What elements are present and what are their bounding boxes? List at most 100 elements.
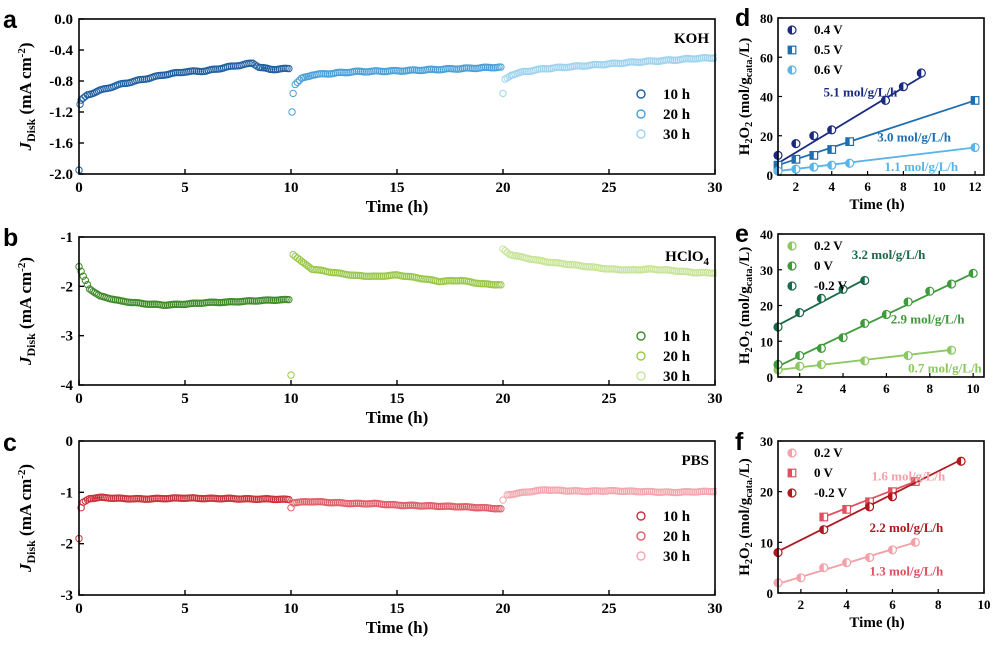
y-tick-label: -3 [61, 329, 74, 345]
data-point [387, 500, 395, 509]
data-point [497, 63, 505, 71]
series-0.2V [773, 537, 920, 588]
data-point [549, 258, 557, 267]
data-point-fill [827, 145, 832, 154]
x-tick-label: 4 [843, 597, 850, 612]
x-axis-label: Time (h) [849, 615, 904, 631]
data-point [435, 502, 444, 511]
data-point [251, 61, 259, 69]
series-30h [499, 53, 717, 98]
series-0V [773, 268, 978, 370]
data-point-fill [792, 155, 796, 164]
y-tick-label: -0.8 [49, 74, 73, 90]
data-point-fill [817, 344, 822, 353]
x-tick-label: 8 [927, 381, 934, 396]
panel-a-label: a [3, 6, 18, 34]
series-0.4V [773, 68, 926, 164]
x-tick-label: 10 [967, 381, 980, 396]
data-point [262, 296, 270, 304]
panel-d-label: d [735, 4, 750, 32]
electrolyte-label: PBS [681, 453, 709, 469]
data-point-fill [925, 287, 930, 296]
data-point [171, 300, 180, 308]
series-20h [288, 63, 505, 116]
data-point-fill [911, 477, 916, 486]
data-point [250, 297, 259, 305]
data-layer [75, 486, 717, 543]
data-layer [773, 268, 978, 375]
x-tick-label: 25 [602, 601, 617, 617]
data-point [499, 89, 507, 98]
y-axis-label: H2O2 (mol/gcata./L) [737, 38, 755, 155]
data-point [314, 497, 322, 506]
data-point [113, 494, 122, 502]
x-tick-label: 30 [708, 180, 723, 196]
legend-marker [636, 551, 646, 561]
data-point-fill [819, 563, 824, 572]
legend-marker [636, 531, 646, 541]
data-point [551, 486, 559, 494]
data-point [345, 499, 353, 508]
data-point-fill [842, 505, 847, 514]
data-point [618, 266, 627, 274]
data-point-fill [788, 282, 792, 290]
data-point [636, 488, 644, 496]
x-tick-label: 12 [969, 179, 982, 194]
data-point [603, 265, 611, 273]
series-10h [75, 493, 293, 543]
data-point [607, 486, 615, 495]
data-point [634, 266, 642, 274]
data-point-fill [788, 262, 792, 270]
data-point [350, 271, 359, 280]
data-point-fill [845, 137, 850, 146]
data-point [288, 108, 296, 116]
data-point-fill [788, 449, 792, 457]
data-point [173, 68, 181, 77]
panel-a: a 0 5 10 15 20 25 30 -2.0 -1.6 -1.2 -0.8 -0.4 0.0 Time… [3, 6, 723, 216]
legend-label: 20 h [663, 107, 691, 123]
y-tick-label: 20 [760, 129, 773, 144]
y-tick-label: 0.0 [54, 12, 73, 28]
data-point [175, 68, 183, 77]
data-point-fill [917, 68, 922, 77]
data-point [655, 266, 663, 274]
data-point [643, 487, 652, 496]
data-point [323, 70, 332, 78]
data-point [83, 280, 92, 289]
legend-label: 10 h [663, 509, 691, 525]
data-point [79, 498, 87, 506]
data-layer [773, 456, 966, 588]
data-point [670, 488, 679, 497]
panel-c: c 0 5 10 15 20 25 30 -3 -2 -1 0 Time (h) JDisk (mA cm… [3, 429, 723, 637]
data-point-fill [888, 487, 893, 496]
rate-annotation: 3.2 mol/g/L/h [852, 247, 926, 262]
data-point-fill [860, 356, 865, 365]
legend-label: 10 h [663, 87, 691, 103]
legend-marker [636, 331, 646, 341]
data-point [247, 59, 255, 67]
data-point [501, 247, 509, 255]
legend-label: 0 V [814, 465, 834, 480]
y-tick-label: -1 [61, 485, 74, 501]
series-10h [75, 59, 293, 174]
data-point [269, 65, 278, 74]
legend-label: 0.5 V [814, 42, 843, 57]
legend-label: 30 h [663, 127, 691, 143]
data-point [362, 272, 370, 281]
data-point-fill [971, 96, 976, 105]
x-tick-label: 30 [708, 391, 723, 407]
x-tick-label: 10 [933, 179, 946, 194]
data-point [628, 265, 636, 274]
panel-e: e 2 4 6 8 10 0 10 20 30 40 H2O2 (mol/gcata./L) 0.2 V… [735, 220, 983, 396]
data-point-fill [774, 322, 778, 331]
data-point [108, 494, 116, 503]
data-point-fill [860, 276, 865, 285]
data-point [645, 265, 654, 273]
legend-label: 0.6 V [814, 62, 843, 77]
data-point [443, 502, 451, 510]
x-tick-label: 6 [883, 381, 890, 396]
data-point [160, 301, 168, 310]
data-point-fill [774, 151, 778, 160]
rate-annotation: 3.0 mol/g/L/h [877, 130, 951, 145]
data-point [699, 487, 708, 495]
